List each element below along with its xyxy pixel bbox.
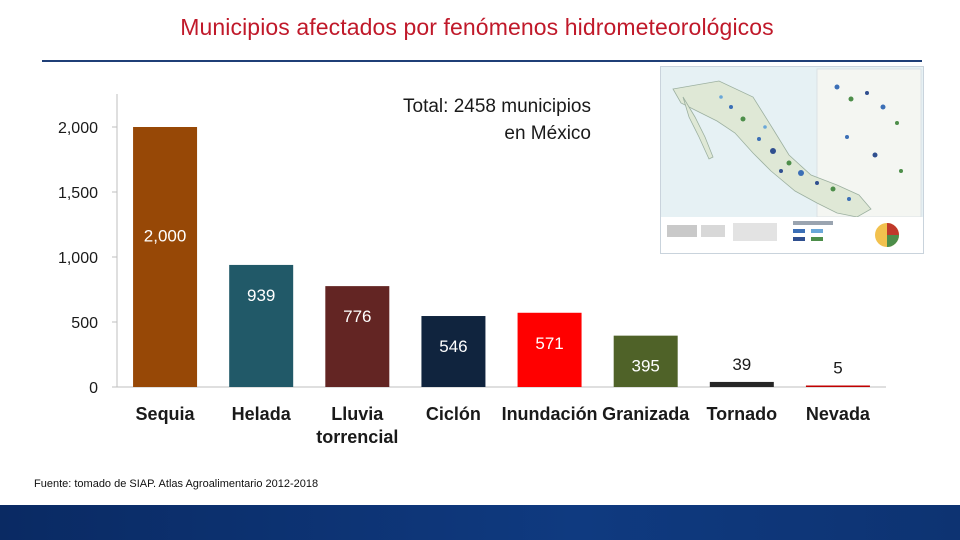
footer-band	[0, 505, 960, 540]
y-tick-label: 2,000	[58, 120, 98, 137]
x-category-label: Lluvia torrencial	[316, 404, 398, 447]
y-tick-label: 500	[71, 315, 98, 332]
bars-group	[133, 127, 870, 387]
y-tick-label: 1,500	[58, 185, 98, 202]
mexico-map-image	[660, 66, 924, 254]
bar-helada	[229, 264, 294, 387]
data-label: 546	[439, 337, 467, 356]
bar-tornado	[709, 381, 774, 387]
y-axis-ticks: 0 500 1,000 1,500 2,000	[58, 120, 117, 397]
total-line-2: en México	[504, 123, 591, 144]
bar-nevada	[805, 385, 870, 387]
title-divider	[42, 60, 922, 62]
x-category-label: Nevada	[806, 404, 871, 424]
bar-granizada	[613, 335, 678, 387]
y-tick-label: 0	[89, 380, 98, 397]
x-category-label: Tornado	[706, 404, 777, 424]
bar-sequia	[133, 127, 198, 387]
total-annotation: Total: 2458 municipios en México	[403, 93, 591, 147]
bar-lluvia-torrencial	[325, 286, 390, 387]
slide-title: Municipios afectados por fenómenos hidro…	[180, 14, 774, 40]
data-label: 2,000	[144, 226, 187, 245]
x-category-label: Sequia	[136, 404, 196, 424]
bar-ciclón	[421, 316, 486, 387]
x-axis-labels: Sequia Helada Lluvia torrencial Ciclón Inunda…	[136, 404, 871, 447]
data-label: 5	[833, 359, 842, 378]
data-label: 939	[247, 286, 275, 305]
data-label: 571	[535, 334, 563, 353]
total-line-1: Total: 2458 municipios	[403, 96, 591, 117]
source-note: Fuente: tomado de SIAP. Atlas Agroalimen…	[34, 478, 319, 490]
x-category-label: Ciclón	[426, 404, 481, 424]
data-label: 776	[343, 307, 371, 326]
data-label: 395	[632, 357, 660, 376]
map-graphic	[661, 67, 923, 253]
x-category-label: Granizada	[602, 404, 690, 424]
x-category-label: Helada	[232, 404, 292, 424]
y-tick-label: 1,000	[58, 250, 98, 267]
bar-inundación	[517, 312, 582, 387]
data-label: 39	[732, 355, 751, 374]
x-category-label: Inundación	[502, 404, 598, 424]
